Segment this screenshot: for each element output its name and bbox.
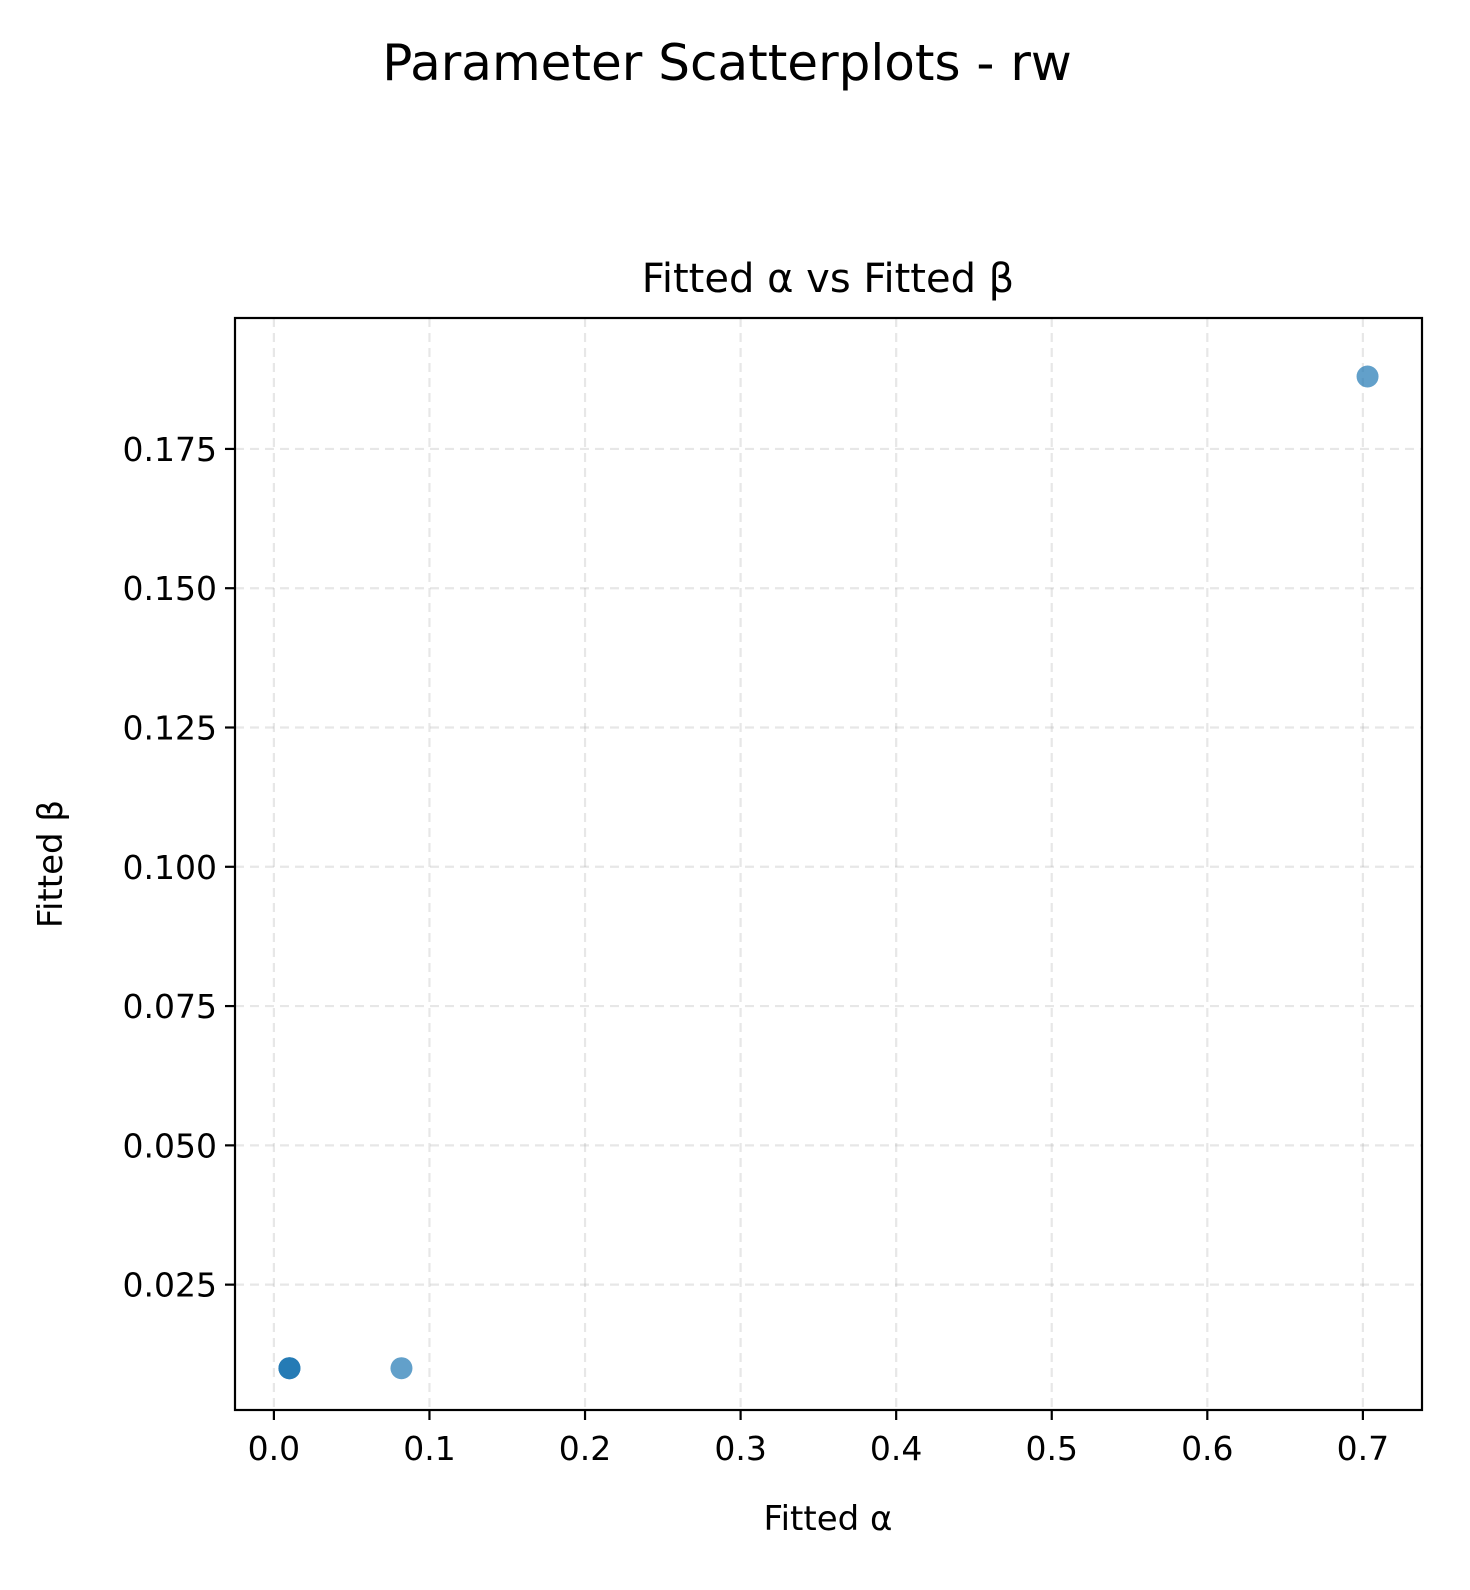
grid-lines (235, 318, 1422, 1410)
data-points (278, 365, 1379, 1380)
x-tick-label: 0.4 (870, 1429, 922, 1468)
x-tick-label: 0.2 (559, 1429, 611, 1468)
scatter-point (278, 1357, 301, 1380)
x-tick-label: 0.7 (1337, 1429, 1389, 1468)
y-tick-label: 0.175 (123, 430, 217, 469)
y-tick-label: 0.075 (123, 987, 217, 1026)
x-axis-label: Fitted α (764, 1499, 893, 1539)
y-axis-label: Fitted β (31, 800, 71, 928)
y-tick-label: 0.050 (123, 1126, 217, 1165)
x-tick-label: 0.1 (403, 1429, 455, 1468)
x-tick-label: 0.6 (1181, 1429, 1233, 1468)
x-tick-label: 0.5 (1026, 1429, 1078, 1468)
x-tick-label: 0.3 (714, 1429, 766, 1468)
y-tick-label: 0.100 (123, 848, 217, 887)
axes-title: Fitted α vs Fitted β (642, 256, 1014, 302)
y-tick-label: 0.025 (123, 1266, 217, 1305)
figure-title: Parameter Scatterplots - rw (382, 34, 1072, 92)
x-tick-label: 0.0 (248, 1429, 300, 1468)
y-tick-label: 0.125 (123, 709, 217, 748)
axis-ticks: 0.0 0.1 0.2 0.3 0.4 0.5 0.6 0.7 0.025 0.050 0.075 0… (123, 430, 1390, 1468)
scatter-point (390, 1357, 413, 1380)
scatter-point (1356, 365, 1379, 388)
axes-frame (233, 316, 1424, 1412)
y-tick-label: 0.150 (123, 569, 217, 608)
